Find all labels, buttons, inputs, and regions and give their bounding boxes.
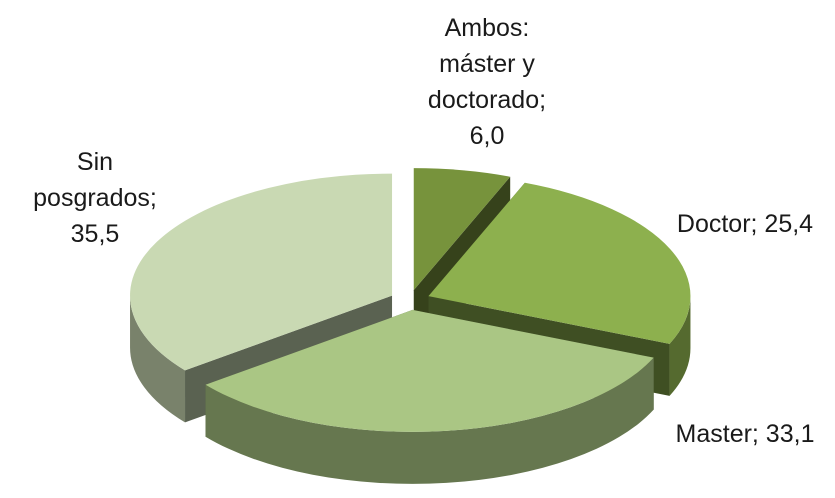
data-label-line: 6,0 xyxy=(470,122,505,150)
slice-wall xyxy=(130,295,186,423)
pie-slice xyxy=(428,182,691,344)
pie-slice xyxy=(413,168,511,291)
data-label-line: posgrados; xyxy=(33,184,157,212)
data-label-line: Sin xyxy=(77,148,113,176)
data-label-line: 35,5 xyxy=(71,220,120,248)
pie-slice xyxy=(130,173,393,371)
data-label: Master; 33,1 xyxy=(676,420,815,448)
slice-wall xyxy=(669,296,691,396)
data-label: Ambos: máster y doctorado; 6,0 xyxy=(428,14,546,150)
data-label-line: doctorado; xyxy=(428,86,546,114)
data-label: Doctor; 25,4 xyxy=(677,210,813,238)
data-label-line: Ambos: xyxy=(445,14,530,42)
slice xyxy=(205,309,654,484)
pie-slice xyxy=(205,309,654,432)
data-label-line: máster y xyxy=(439,50,535,78)
data-label: Sin posgrados; 35,5 xyxy=(33,148,157,248)
slice-wall xyxy=(205,357,654,484)
data-label-line: Doctor; 25,4 xyxy=(677,210,813,238)
data-label-line: Master; 33,1 xyxy=(676,420,815,448)
